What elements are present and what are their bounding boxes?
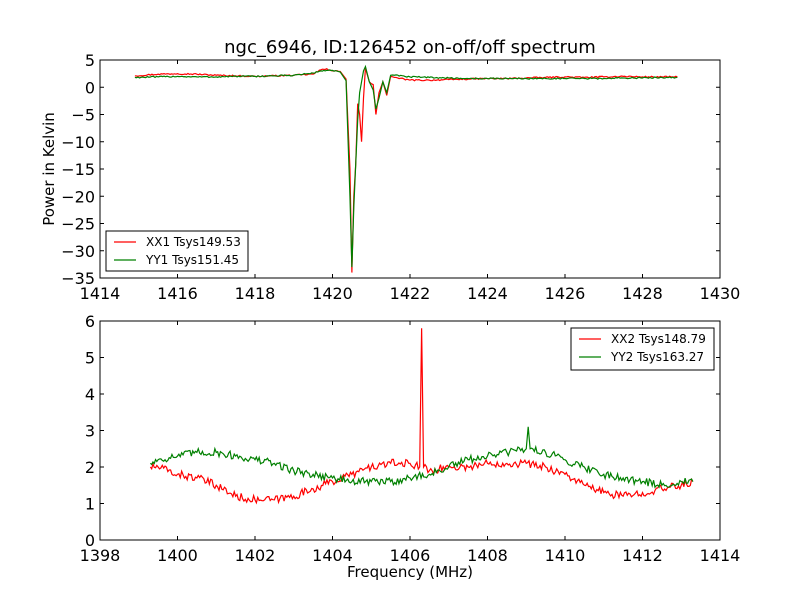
chart-top-ytick-label: −5 — [71, 106, 95, 125]
chart-top-xtick-label: 1428 — [622, 284, 663, 303]
chart-top-ytick-label: −25 — [61, 215, 95, 234]
chart-top-xtick-label: 1416 — [157, 284, 198, 303]
chart-bottom-xtick-label: 1414 — [700, 546, 741, 565]
chart-bottom: Frequency (MHz) 1398 1400 1402 1404 1406 1408… — [80, 312, 741, 581]
chart-top-legend-box — [105, 230, 249, 272]
chart-top-ytick-label: −10 — [61, 133, 95, 152]
chart-top-ytick-label: 0 — [85, 78, 95, 97]
chart-bottom-xtick-label: 1404 — [312, 546, 353, 565]
chart-bottom-ytick-label: 1 — [85, 495, 95, 514]
chart-bottom-xtick-label: 1402 — [235, 546, 276, 565]
chart-bottom-xtick-label: 1410 — [545, 546, 586, 565]
chart-bottom-ytick-label: 5 — [85, 349, 95, 368]
chart-top-ytick-label: −20 — [61, 187, 95, 206]
chart-top-xtick-label: 1420 — [312, 284, 353, 303]
chart-bottom-xtick-label: 1400 — [157, 546, 198, 565]
chart-bottom-series-line-2 — [149, 426, 694, 489]
chart-top-series-line-2 — [134, 64, 678, 268]
chart-bottom-ytick-label: 6 — [85, 312, 95, 331]
chart-top: ngc_6946, ID:126452 on-off/off spectrum … — [40, 37, 740, 303]
chart-bottom-xtick-label: 1412 — [622, 546, 663, 565]
chart-top-ytick-label: −30 — [61, 242, 95, 261]
chart-top-ytick-label: −35 — [61, 269, 95, 288]
chart-bottom-legend: XX2 Tsys148.79 YY2 Tsys163.27 — [570, 327, 715, 371]
chart-top-legend-label: XX1 Tsys149.53 — [146, 235, 241, 249]
chart-bottom-legend-label: YY2 Tsys163.27 — [610, 350, 704, 364]
chart-bottom-series-line-1 — [149, 328, 694, 505]
chart-top-series-line-1 — [134, 68, 678, 273]
chart-top-plot-area: 1414 1416 1418 1420 1422 1424 1426 1428 1430 5 0 −5… — [61, 51, 740, 303]
chart-top-xtick-label: 1422 — [390, 284, 431, 303]
chart-top-xtick-label: 1430 — [700, 284, 741, 303]
chart-bottom-xtick-label: 1406 — [390, 546, 431, 565]
chart-bottom-ytick-label: 0 — [85, 531, 95, 550]
chart-top-title: ngc_6946, ID:126452 on-off/off spectrum — [224, 37, 596, 58]
chart-bottom-ytick-label: 2 — [85, 458, 95, 477]
chart-top-ytick-label: −15 — [61, 160, 95, 179]
chart-top-ylabel: Power in Kelvin — [40, 112, 58, 226]
chart-top-legend-label: YY1 Tsys151.45 — [145, 253, 239, 267]
chart-top-ytick-label: 5 — [85, 51, 95, 70]
chart-bottom-xlabel: Frequency (MHz) — [347, 563, 473, 581]
chart-top-xtick-label: 1424 — [467, 284, 508, 303]
chart-bottom-legend-label: XX2 Tsys148.79 — [611, 332, 706, 346]
chart-bottom-plot-area: 1398 1400 1402 1404 1406 1408 1410 1412 1414 6 5 4 3… — [80, 312, 741, 565]
chart-bottom-xtick-label: 1408 — [467, 546, 508, 565]
chart-top-xtick-label: 1426 — [545, 284, 586, 303]
chart-bottom-xtick-label: 1398 — [80, 546, 121, 565]
chart-top-legend: XX1 Tsys149.53 YY1 Tsys151.45 — [105, 230, 249, 272]
chart-top-xtick-label: 1418 — [235, 284, 276, 303]
chart-bottom-ytick-label: 4 — [85, 385, 95, 404]
chart-top-xtick-label: 1414 — [80, 284, 121, 303]
chart-bottom-ytick-label: 3 — [85, 422, 95, 441]
chart-bottom-legend-box — [570, 327, 715, 371]
